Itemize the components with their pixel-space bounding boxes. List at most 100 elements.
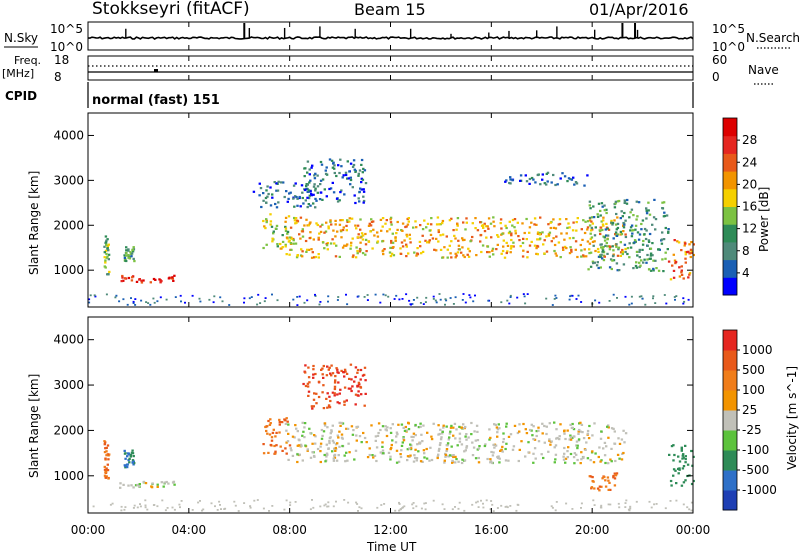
heatmap-cell — [447, 438, 450, 441]
heatmap-cell — [651, 254, 654, 257]
heatmap-cell — [298, 195, 301, 199]
heatmap-cell — [370, 220, 374, 224]
nsky-line — [87, 36, 694, 40]
heatmap-cell — [508, 220, 511, 223]
heatmap-cell — [620, 233, 624, 236]
heatmap-cell — [670, 445, 674, 448]
heatmap-cell — [441, 503, 444, 506]
heatmap-cell — [336, 299, 339, 301]
heatmap-cell — [402, 436, 405, 439]
heatmap-cell — [688, 508, 691, 511]
heatmap-cell — [386, 230, 389, 233]
heatmap-cell — [530, 240, 533, 243]
heatmap-cell — [482, 502, 484, 505]
heatmap-cell — [502, 438, 505, 441]
heatmap-cell — [432, 499, 435, 502]
heatmap-cell — [678, 275, 682, 278]
heatmap-cell — [603, 236, 606, 239]
heatmap-cell — [275, 206, 279, 209]
heatmap-cell — [574, 248, 577, 251]
heatmap-cell — [493, 446, 496, 449]
heatmap-cell — [474, 294, 476, 297]
heatmap-cell — [460, 461, 464, 465]
heatmap-cell — [628, 256, 631, 259]
heatmap-cell — [505, 422, 508, 425]
heatmap-cell — [623, 201, 627, 204]
heatmap-cell — [577, 294, 580, 297]
heatmap-cell — [524, 302, 527, 305]
heatmap-cell — [498, 427, 501, 430]
heatmap-cell — [397, 460, 401, 463]
heatmap-cell — [603, 239, 607, 242]
heatmap-cell — [601, 247, 604, 250]
heatmap-cell — [645, 209, 648, 212]
heatmap-cell — [509, 176, 512, 179]
heatmap-cell — [604, 461, 607, 465]
heatmap-cell — [312, 364, 315, 368]
heatmap-cell — [657, 248, 660, 251]
heatmap-cell — [692, 479, 695, 483]
heatmap-cell — [376, 241, 379, 244]
heatmap-cell — [475, 254, 478, 257]
heatmap-cell — [561, 246, 565, 249]
heatmap-cell — [350, 378, 353, 381]
heatmap-cell — [574, 240, 578, 243]
heatmap-cell — [333, 385, 337, 388]
heatmap-cell — [539, 237, 542, 240]
heatmap-cell — [339, 424, 342, 427]
heatmap-cell — [371, 247, 374, 250]
heatmap-cell — [305, 187, 308, 190]
heatmap-cell — [602, 224, 605, 227]
colorbar-segment — [723, 430, 737, 451]
heatmap-cell — [608, 248, 612, 251]
heatmap-cell — [653, 198, 656, 201]
heatmap-cell — [210, 502, 213, 505]
heatmap-cell — [422, 303, 425, 305]
heatmap-cell — [292, 197, 295, 200]
heatmap-cell — [312, 376, 315, 379]
heatmap-cell — [442, 426, 445, 429]
heatmap-cell — [301, 459, 304, 462]
heatmap-cell — [631, 229, 634, 232]
colorbar-tick-label: 28 — [742, 133, 757, 147]
heatmap-cell — [582, 254, 585, 257]
heatmap-cell — [494, 423, 497, 426]
heatmap-cell — [623, 441, 626, 444]
heatmap-cell — [275, 431, 278, 434]
nsearch-label: N.Search — [746, 31, 800, 45]
heatmap-cell — [684, 250, 687, 254]
heatmap-cell — [667, 228, 670, 231]
heatmap-cell — [470, 433, 473, 436]
heatmap-cell — [497, 423, 500, 426]
heatmap-cell — [450, 445, 453, 448]
heatmap-cell — [107, 253, 111, 256]
heatmap-cell — [357, 172, 360, 175]
heatmap-cell — [267, 419, 270, 423]
heatmap-cell — [527, 451, 530, 454]
heatmap-cell — [383, 248, 386, 251]
heatmap-cell — [306, 206, 309, 209]
heatmap-cell — [381, 217, 385, 220]
heatmap-cell — [522, 249, 525, 252]
heatmap-cell — [589, 251, 593, 254]
heatmap-cell — [430, 458, 434, 462]
heatmap-cell — [492, 220, 495, 223]
heatmap-cell — [687, 298, 690, 301]
heatmap-cell — [338, 255, 341, 258]
heatmap-cell — [395, 232, 398, 235]
heatmap-cell — [526, 256, 529, 259]
heatmap-cell — [545, 172, 548, 175]
heatmap-cell — [359, 187, 362, 190]
heatmap-cell — [469, 296, 472, 299]
heatmap-cell — [619, 254, 622, 257]
heatmap-cell — [180, 500, 183, 502]
heatmap-cell — [412, 435, 415, 439]
heatmap-cell — [491, 503, 494, 506]
heatmap-cell — [624, 247, 627, 251]
heatmap-cell — [401, 229, 404, 232]
heatmap-cell — [438, 432, 441, 436]
heatmap-cell — [550, 181, 553, 184]
heatmap-cell — [286, 232, 289, 235]
heatmap-cell — [342, 371, 345, 374]
heatmap-cell — [374, 439, 377, 442]
